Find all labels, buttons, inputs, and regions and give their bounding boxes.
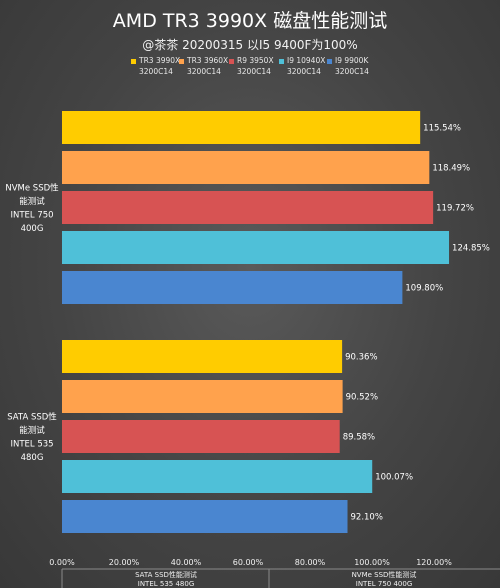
- legend-sublabel: 3200C14: [287, 67, 321, 76]
- legend-swatch: [327, 59, 332, 64]
- legend-swatch: [229, 59, 234, 64]
- data-label: 115.54%: [423, 124, 461, 134]
- legend-sublabel: 3200C14: [335, 67, 369, 76]
- category-label: INTEL 535: [10, 439, 53, 449]
- chart-subtitle: @茶茶 20200315 以I5 9400F为100%: [142, 38, 358, 52]
- bar: [62, 460, 373, 493]
- bar: [62, 271, 403, 304]
- legend-sublabel: 3200C14: [139, 67, 173, 76]
- chart-legend: TR3 3990X 3200C14 TR3 3960X 3200C14 R9 3950X…: [131, 56, 381, 78]
- x-tick-label: 100.00%: [354, 558, 390, 567]
- category-label: INTEL 750: [10, 210, 53, 220]
- x-tick-label: 20.00%: [109, 558, 140, 567]
- table-cell-text: NVMe SSD性能测试: [352, 570, 417, 579]
- bar: [62, 111, 421, 144]
- data-label: 100.07%: [375, 473, 413, 483]
- data-label: 119.72%: [436, 204, 474, 214]
- x-tick-label: 40.00%: [171, 558, 202, 567]
- category-label: 480G: [21, 453, 44, 463]
- x-tick-label: 120.00%: [416, 558, 452, 567]
- category-label: NVMe SSD性: [5, 182, 59, 193]
- data-label: 90.52%: [346, 393, 378, 403]
- legend-label: I9 10940X: [287, 56, 326, 65]
- category-label: 400G: [21, 224, 44, 234]
- table-cell-text: SATA SSD性能测试: [135, 570, 197, 579]
- data-label: 90.36%: [345, 353, 377, 363]
- x-tick-label: 80.00%: [295, 558, 326, 567]
- legend-label: TR3 3990X: [139, 56, 181, 65]
- category-label: 能测试: [19, 425, 45, 436]
- category-label: 能测试: [19, 196, 45, 207]
- data-label: 89.58%: [343, 433, 375, 443]
- bar: [62, 340, 343, 373]
- chart-title: AMD TR3 3990X 磁盘性能测试: [112, 10, 388, 32]
- legend-label: I9 9900K: [335, 56, 369, 65]
- data-label: 92.10%: [351, 513, 383, 523]
- bar: [62, 420, 340, 453]
- bar: [62, 151, 430, 184]
- table-cell-text: INTEL 535 480G: [138, 580, 195, 588]
- category-label: SATA SSD性: [7, 411, 57, 422]
- x-tick-label: 0.00%: [49, 558, 75, 567]
- legend-label: TR3 3960X: [187, 56, 229, 65]
- bar: [62, 231, 450, 264]
- data-label: 109.80%: [405, 284, 443, 294]
- legend-sublabel: 3200C14: [187, 67, 221, 76]
- legend-swatch: [179, 59, 184, 64]
- data-label: 118.49%: [432, 164, 470, 174]
- table-cell-text: INTEL 750 400G: [356, 580, 413, 588]
- bar: [62, 380, 343, 413]
- legend-swatch: [131, 59, 136, 64]
- legend-swatch: [279, 59, 284, 64]
- bar: [62, 191, 434, 224]
- legend-label: R9 3950X: [237, 56, 274, 65]
- x-tick-label: 60.00%: [233, 558, 264, 567]
- bar: [62, 500, 348, 533]
- legend-sublabel: 3200C14: [237, 67, 271, 76]
- data-label: 124.85%: [452, 244, 490, 254]
